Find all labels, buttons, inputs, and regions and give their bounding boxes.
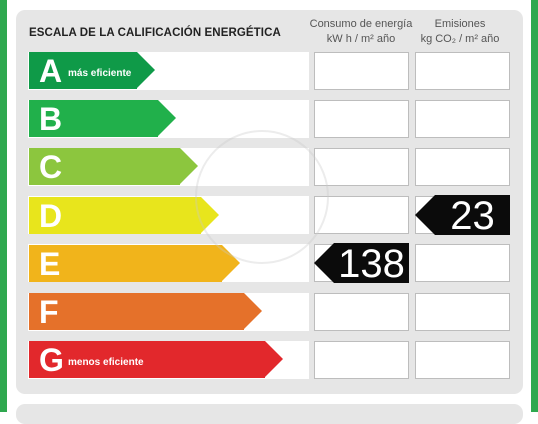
consumo-cell-d: [314, 196, 409, 235]
emisiones-cell-e: [415, 244, 510, 283]
emisiones-cell-b: [415, 99, 510, 138]
rating-bar-body: [29, 100, 159, 138]
consumo-cell-a: [314, 51, 409, 90]
rating-letter: A: [39, 53, 63, 89]
emisiones-cell-c: [415, 147, 510, 186]
rating-letter: G: [39, 342, 64, 379]
rating-letter: D: [39, 197, 63, 234]
emisiones-header-line2: kg CO₂ / m² año: [420, 33, 500, 45]
rating-bar-arrow: [264, 341, 283, 378]
consumo-cell-g: [314, 340, 409, 379]
consumo-header: Consumo de energía kW h / m² año: [306, 17, 416, 47]
emisiones-header-line1: Emisiones: [434, 18, 486, 30]
emisiones-cell-f: [415, 292, 510, 331]
consumo-cell-b: [314, 99, 409, 138]
rating-letter: F: [39, 294, 59, 330]
consumo-indicator-value: 138: [338, 242, 405, 287]
rating-bar-body: [29, 196, 201, 234]
rating-bar-arrow: [137, 52, 155, 88]
rating-caption: más eficiente: [68, 68, 132, 79]
emisiones-indicator-arrow: [415, 195, 435, 236]
rating-letter: E: [39, 245, 61, 282]
consumo-cell-c: [314, 147, 409, 186]
rating-bar-body: [29, 52, 137, 89]
consumo-indicator-arrow: [314, 243, 334, 284]
consumo-header-line2: kW h / m² año: [326, 33, 396, 45]
consumo-indicator: 138: [314, 242, 409, 287]
emisiones-cell-a: [415, 51, 510, 90]
rating-bar-arrow: [158, 100, 177, 137]
rating-letter: C: [39, 149, 63, 186]
scale-title: ESCALA DE LA CALIFICACIÓN ENERGÉTICA: [29, 27, 281, 39]
emisiones-indicator-value: 23: [450, 194, 495, 239]
consumo-header-line1: Consumo de energía: [309, 18, 413, 30]
emisiones-cell-g: [415, 340, 510, 379]
emisiones-indicator: 23: [415, 194, 510, 239]
rating-bar-arrow: [179, 148, 198, 185]
rating-letter: B: [39, 101, 63, 138]
rating-bar-arrow: [222, 244, 241, 281]
rating-bar-body: [29, 341, 265, 379]
consumo-cell-f: [314, 292, 409, 331]
rating-caption: menos eficiente: [68, 357, 144, 369]
rating-bar-arrow: [200, 196, 219, 233]
rating-bar-body: [29, 148, 180, 186]
lower-panel: [16, 404, 523, 424]
rating-bar-arrow: [243, 293, 262, 329]
emisiones-header: Emisiones kg CO₂ / m² año: [410, 17, 510, 47]
left-border: [0, 0, 7, 412]
right-border: [531, 0, 538, 412]
rating-bar-body: [29, 293, 244, 330]
rating-bar-body: [29, 244, 223, 282]
